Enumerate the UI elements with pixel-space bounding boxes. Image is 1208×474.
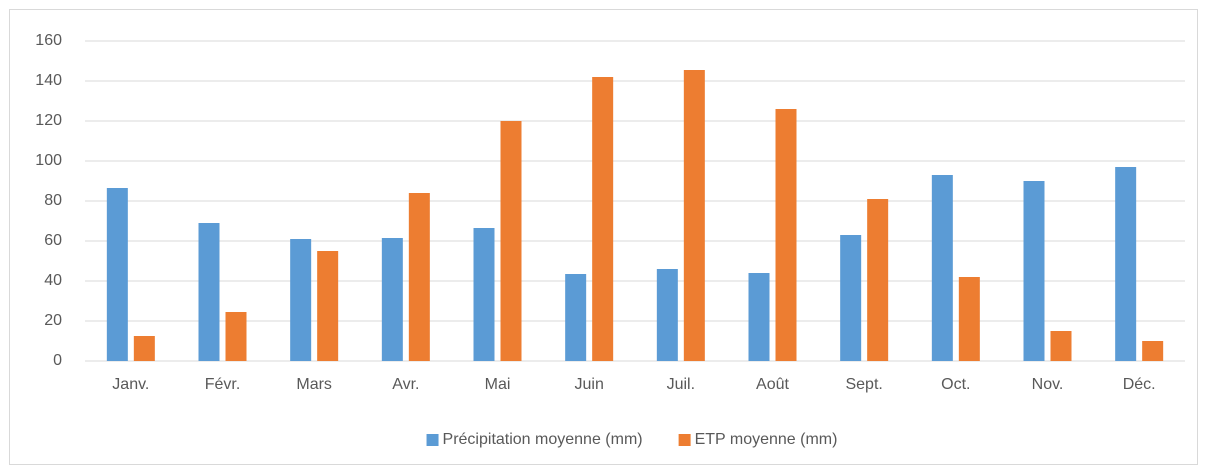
- x-tick-label: Sept.: [845, 376, 882, 393]
- bar: [656, 269, 678, 361]
- bar: [1115, 167, 1137, 361]
- x-tick-label: Déc.: [1123, 376, 1156, 393]
- bar: [565, 274, 587, 361]
- x-tick-label: Janv.: [112, 376, 149, 393]
- y-tick-label: 140: [35, 72, 62, 89]
- bar: [1142, 341, 1164, 361]
- bar: [867, 199, 889, 361]
- y-tick-label: 0: [53, 352, 62, 369]
- y-tick-label: 60: [44, 232, 62, 249]
- bar: [683, 70, 705, 361]
- bar: [408, 193, 430, 361]
- x-tick-label: Juin: [574, 376, 603, 393]
- y-tick-label: 20: [44, 312, 62, 329]
- x-tick-label: Févr.: [205, 376, 241, 393]
- bar: [473, 228, 495, 361]
- bar: [317, 251, 339, 361]
- y-tick-label: 80: [44, 192, 62, 209]
- bar: [1050, 331, 1072, 361]
- y-tick-label: 160: [35, 32, 62, 49]
- bar: [592, 77, 614, 361]
- bar: [840, 235, 862, 361]
- x-tick-label: Mai: [485, 376, 511, 393]
- bar: [106, 188, 128, 361]
- x-tick-label: Nov.: [1032, 376, 1064, 393]
- bar: [133, 336, 155, 361]
- y-tick-label: 40: [44, 272, 62, 289]
- y-tick-label: 100: [35, 152, 62, 169]
- bar: [958, 277, 980, 361]
- legend-label: Précipitation moyenne (mm): [443, 431, 643, 448]
- x-tick-label: Oct.: [941, 376, 970, 393]
- legend-swatch: [678, 434, 691, 446]
- bar: [1023, 181, 1045, 361]
- bar: [775, 109, 797, 361]
- x-tick-label: Juil.: [667, 376, 695, 393]
- bar: [381, 238, 403, 361]
- bar: [500, 121, 522, 361]
- bar: [931, 175, 953, 361]
- x-tick-label: Août: [756, 376, 789, 393]
- bar: [198, 223, 220, 361]
- bar: [225, 312, 247, 361]
- legend-label: ETP moyenne (mm): [695, 431, 838, 448]
- x-tick-label: Mars: [296, 376, 332, 393]
- bar: [290, 239, 312, 361]
- legend-swatch: [426, 434, 439, 446]
- bar: [748, 273, 770, 361]
- x-tick-label: Avr.: [392, 376, 419, 393]
- y-tick-label: 120: [35, 112, 62, 129]
